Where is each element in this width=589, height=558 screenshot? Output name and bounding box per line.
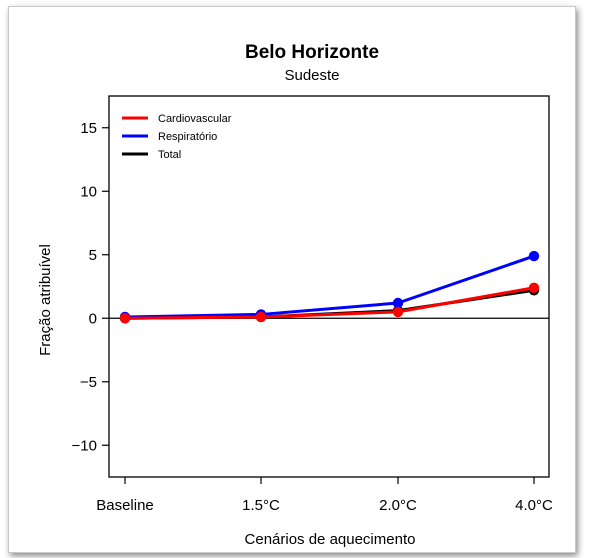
legend: Cardiovascular Respiratório Total <box>122 113 232 161</box>
y-tick-label: −10 <box>72 437 97 454</box>
data-point <box>528 282 540 293</box>
chart-frame <box>8 6 576 553</box>
chart-title: Belo Horizonte <box>245 42 379 63</box>
chart-subtitle: Sudeste <box>284 67 339 84</box>
legend-label: Respiratório <box>158 131 217 143</box>
y-tick-label: 5 <box>89 247 97 264</box>
x-axis: Baseline 1.5°C 2.0°C 4.0°C <box>96 477 553 514</box>
data-point <box>528 250 540 262</box>
x-tick-label: 4.0°C <box>515 497 553 514</box>
series-layer <box>119 250 540 324</box>
y-tick-label: 0 <box>89 310 97 327</box>
series-line-respiratório <box>124 254 535 319</box>
y-tick-label: 15 <box>80 120 97 137</box>
legend-label: Cardiovascular <box>158 113 232 125</box>
legend-label: Total <box>158 149 181 161</box>
data-point <box>392 297 404 309</box>
y-tick-label: 10 <box>80 183 97 200</box>
data-point <box>392 306 404 318</box>
y-tick-label: −5 <box>80 374 97 391</box>
x-tick-label: Baseline <box>96 497 154 514</box>
x-tick-label: 1.5°C <box>242 497 280 514</box>
plot-area <box>108 95 550 478</box>
y-axis: 15 10 5 0 −5 −10 <box>72 120 109 454</box>
data-point <box>255 311 267 323</box>
series-line-cardiovascular <box>124 286 535 320</box>
x-tick-label: 2.0°C <box>379 497 417 514</box>
x-axis-label: Cenários de aquecimento <box>245 531 416 548</box>
data-point <box>119 313 131 324</box>
y-axis-label: Fração atribuível <box>37 244 54 356</box>
